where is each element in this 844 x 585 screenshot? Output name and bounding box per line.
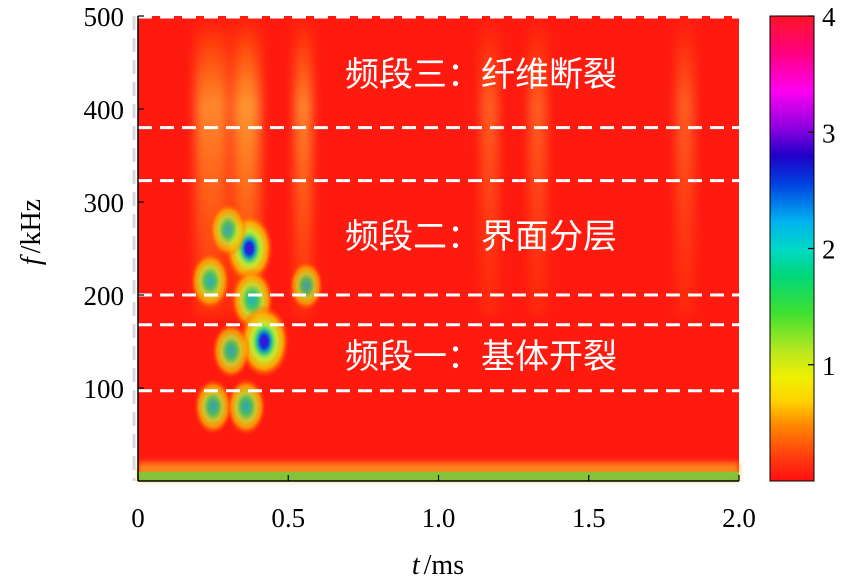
y-tick-label: 300 — [84, 188, 125, 218]
x-tick-label: 1.0 — [422, 503, 456, 533]
band-boundaries — [132, 15, 739, 481]
colorbar-ticks: 1 2 3 4 — [808, 2, 836, 381]
heatmap-streak — [528, 16, 547, 316]
colorbar-tick-label: 2 — [822, 235, 836, 265]
heatmap-streak — [480, 16, 499, 316]
y-tick-label: 100 — [84, 374, 125, 404]
band-label-2: 频段二：界面分层 — [345, 217, 617, 257]
colorbar-tick-label: 4 — [822, 2, 836, 32]
y-tick-label: 400 — [84, 95, 125, 125]
heatmap-hotspots — [190, 202, 324, 436]
band-label-3: 频段三：纤维断裂 — [345, 55, 617, 95]
x-tick-label: 2.0 — [722, 503, 756, 533]
band-label-1: 频段一：基体开裂 — [345, 337, 617, 377]
colorbar-tick-label: 3 — [822, 118, 836, 148]
heatmap-hotspot — [190, 252, 230, 310]
heatmap-hotspot — [209, 202, 247, 257]
x-tick-label: 0 — [131, 503, 145, 533]
y-axis-ticks: 100 200 300 400 500 — [84, 2, 144, 404]
y-tick-label: 500 — [84, 2, 125, 32]
x-tick-label: 0.5 — [271, 503, 305, 533]
heatmap-streak — [294, 16, 313, 316]
x-tick-label: 1.5 — [572, 503, 606, 533]
colorbar — [769, 15, 815, 482]
y-tick-label: 200 — [84, 281, 125, 311]
colorbar-tick-label: 1 — [822, 351, 836, 381]
heatmap-hotspot — [226, 378, 266, 436]
heatmap-hotspot — [193, 378, 233, 435]
x-axis-title: t/ms — [412, 550, 464, 581]
y-axis-title: f/kHz — [16, 199, 47, 265]
band-labels: 频段三：纤维断裂 频段二：界面分层 频段一：基体开裂 — [345, 55, 617, 377]
heatmap-hotspot — [289, 261, 324, 311]
heatmap-streak — [675, 16, 694, 316]
heatmap-streak — [195, 16, 214, 316]
heatmap-hotspot-core — [254, 326, 275, 357]
heatmap-hotspot — [211, 322, 251, 379]
x-axis-ticks: 0 0.5 1.0 1.5 2.0 — [131, 475, 756, 533]
